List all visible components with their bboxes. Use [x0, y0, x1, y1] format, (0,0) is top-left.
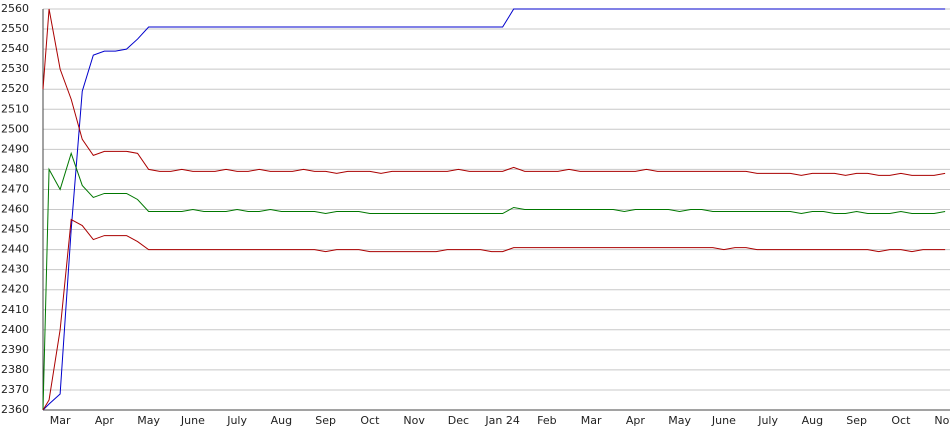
y-tick-label: 2440 — [1, 243, 29, 256]
x-tick-label: Feb — [537, 414, 556, 427]
y-tick-label: 2410 — [1, 303, 29, 316]
x-tick-label: Dec — [448, 414, 469, 427]
y-tick-label: 2370 — [1, 383, 29, 396]
y-tick-label: 2550 — [1, 22, 29, 35]
x-tick-label: June — [711, 414, 736, 427]
y-tick-label: 2400 — [1, 323, 29, 336]
x-tick-label: Mar — [581, 414, 602, 427]
x-tick-label: Aug — [271, 414, 292, 427]
x-tick-label: June — [180, 414, 205, 427]
y-tick-label: 2470 — [1, 182, 29, 195]
x-tick-label: Nov — [934, 414, 950, 427]
x-tick-label: July — [757, 414, 778, 427]
y-tick-label: 2510 — [1, 102, 29, 115]
x-tick-label: Apr — [95, 414, 115, 427]
x-tick-label: Jan 24 — [484, 414, 519, 427]
y-tick-label: 2430 — [1, 263, 29, 276]
x-tick-label: May — [668, 414, 691, 427]
x-tick-label: Aug — [802, 414, 823, 427]
data-line — [42, 8, 946, 411]
x-tick-label: July — [226, 414, 247, 427]
x-tick-label: Oct — [891, 414, 911, 427]
x-tick-label: Apr — [626, 414, 646, 427]
x-tick-label: Oct — [360, 414, 380, 427]
y-tick-label: 2500 — [1, 122, 29, 135]
x-tick-label: Sep — [315, 414, 336, 427]
x-tick-label: May — [137, 414, 160, 427]
data-line — [42, 151, 946, 411]
y-tick-label: 2460 — [1, 203, 29, 216]
y-tick-label: 2360 — [1, 403, 29, 416]
y-tick-label: 2450 — [1, 223, 29, 236]
y-tick-label: 2490 — [1, 142, 29, 155]
y-tick-label: 2380 — [1, 363, 29, 376]
x-tick-label: Sep — [846, 414, 867, 427]
x-tick-label: Nov — [403, 414, 425, 427]
y-tick-label: 2560 — [1, 2, 29, 15]
y-tick-label: 2420 — [1, 283, 29, 296]
y-tick-label: 2520 — [1, 82, 29, 95]
y-tick-label: 2540 — [1, 42, 29, 55]
data-line — [42, 8, 946, 176]
y-tick-label: 2390 — [1, 343, 29, 356]
data-line — [42, 218, 946, 411]
x-tick-label: Mar — [50, 414, 71, 427]
y-tick-label: 2480 — [1, 162, 29, 175]
y-tick-label: 2530 — [1, 62, 29, 75]
